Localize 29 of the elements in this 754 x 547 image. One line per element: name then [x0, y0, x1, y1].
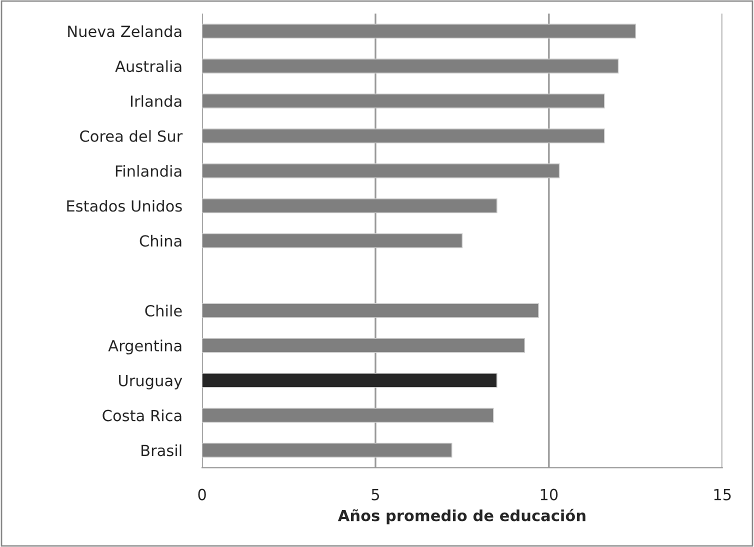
bar [202, 94, 605, 108]
y-tick-label: Argentina [108, 340, 182, 354]
x-axis-title: Años promedio de educación [338, 508, 586, 524]
y-tick-label: Estados Unidos [67, 200, 182, 212]
y-tick-label: Australia [115, 60, 182, 72]
x-tick-label: 0 [198, 488, 206, 500]
bar [202, 372, 498, 388]
y-tick-label: Uruguay [119, 375, 182, 390]
x-tick-label: 5 [372, 488, 380, 500]
bar [202, 233, 463, 248]
y-tick-label: Irlanda [130, 95, 182, 108]
bar [202, 442, 452, 458]
bar [202, 303, 539, 318]
bar [202, 198, 498, 214]
x-tick-label: 15 [714, 488, 731, 500]
bar [202, 128, 605, 144]
bar [202, 24, 636, 39]
bar [202, 58, 619, 74]
y-tick-label: Brasil [142, 444, 182, 456]
x-tick-label: 10 [540, 488, 558, 500]
y-tick-label: Corea del Sur [80, 130, 183, 142]
y-tick-label: Finlandia [116, 165, 182, 177]
bar [202, 163, 560, 178]
y-tick-label: Nueva Zelanda [68, 25, 182, 38]
bar [202, 408, 494, 423]
bar [202, 338, 526, 353]
y-tick-label: Costa Rica [102, 409, 182, 422]
y-tick-label: Chile [145, 304, 182, 317]
y-tick-label: China [140, 234, 182, 247]
